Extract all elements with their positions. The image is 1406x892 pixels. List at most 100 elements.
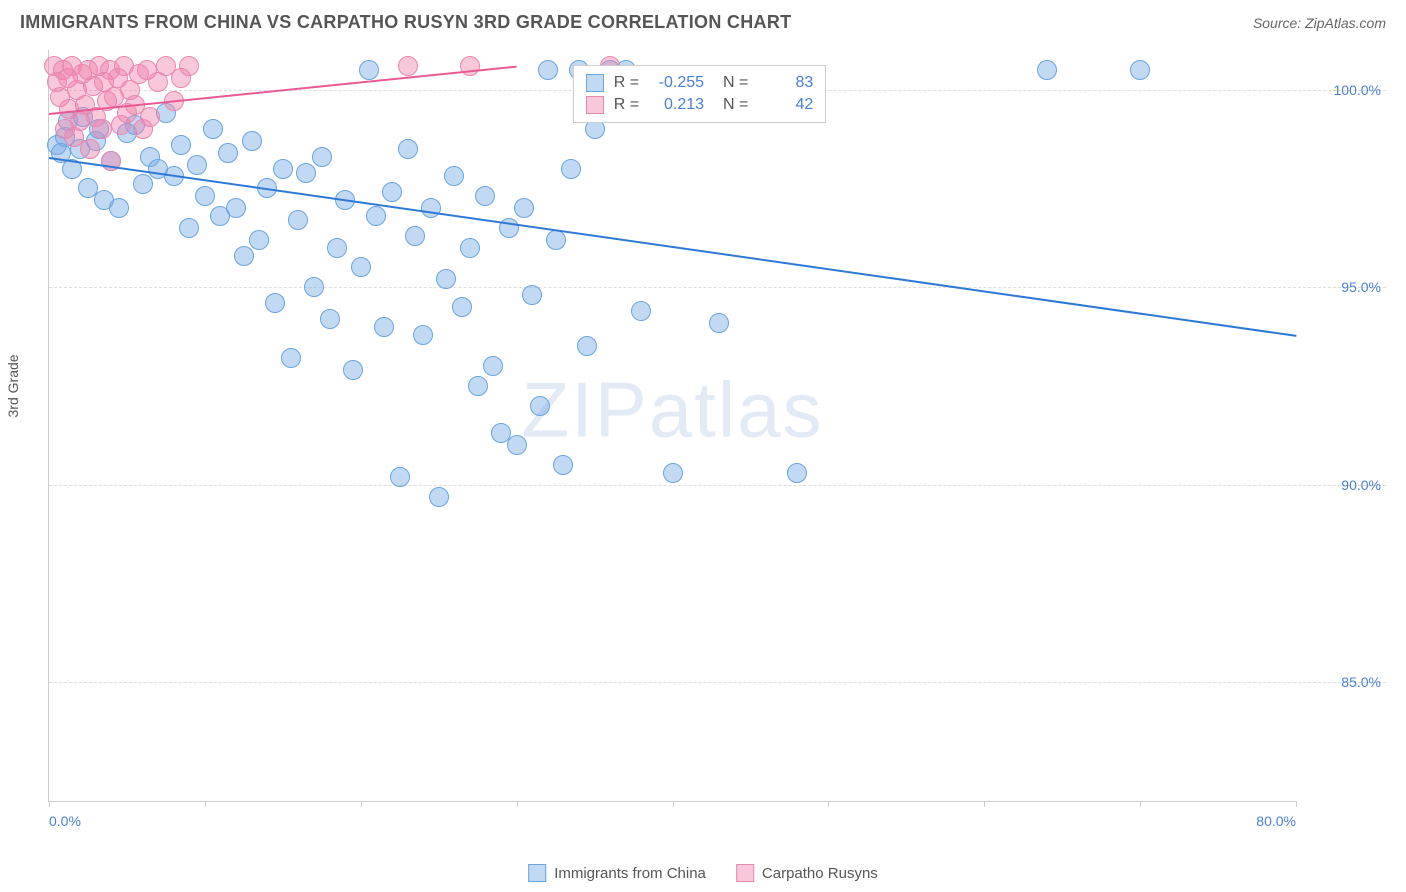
scatter-point bbox=[429, 487, 449, 507]
source-attribution: Source: ZipAtlas.com bbox=[1253, 15, 1386, 31]
x-tick bbox=[205, 801, 206, 807]
plot-area: ZIPatlas 85.0%90.0%95.0%100.0%0.0%80.0%R… bbox=[48, 50, 1296, 802]
legend-label: Immigrants from China bbox=[554, 865, 706, 882]
scatter-point bbox=[273, 159, 293, 179]
gridline bbox=[49, 287, 1386, 288]
scatter-point bbox=[452, 297, 472, 317]
scatter-point bbox=[436, 269, 456, 289]
scatter-point bbox=[444, 166, 464, 186]
legend-swatch bbox=[736, 864, 754, 882]
legend-label: Carpatho Rusyns bbox=[762, 865, 878, 882]
chart-title: IMMIGRANTS FROM CHINA VS CARPATHO RUSYN … bbox=[20, 12, 791, 33]
y-tick-label: 95.0% bbox=[1341, 279, 1381, 295]
stats-box: R = -0.255 N = 83 R = 0.213 N = 42 bbox=[573, 65, 827, 123]
stat-r-value: -0.255 bbox=[649, 74, 704, 92]
stat-n-label: N = bbox=[714, 74, 748, 92]
scatter-point bbox=[413, 325, 433, 345]
stat-r-label: R = bbox=[614, 96, 639, 114]
gridline bbox=[49, 682, 1386, 683]
scatter-point bbox=[1130, 60, 1150, 80]
scatter-point bbox=[631, 301, 651, 321]
scatter-point bbox=[663, 463, 683, 483]
scatter-point bbox=[343, 360, 363, 380]
x-tick bbox=[1140, 801, 1141, 807]
scatter-point bbox=[475, 186, 495, 206]
scatter-point bbox=[195, 186, 215, 206]
legend-item: Immigrants from China bbox=[528, 864, 706, 882]
scatter-point bbox=[522, 285, 542, 305]
stat-r-value: 0.213 bbox=[649, 96, 704, 114]
y-tick-label: 90.0% bbox=[1341, 477, 1381, 493]
scatter-point bbox=[709, 313, 729, 333]
stat-r-label: R = bbox=[614, 74, 639, 92]
trend-line bbox=[49, 157, 1296, 337]
scatter-point bbox=[249, 230, 269, 250]
legend-swatch bbox=[586, 96, 604, 114]
scatter-point bbox=[351, 257, 371, 277]
y-tick-label: 100.0% bbox=[1334, 82, 1381, 98]
watermark: ZIPatlas bbox=[521, 365, 823, 456]
scatter-point bbox=[468, 376, 488, 396]
x-tick bbox=[984, 801, 985, 807]
scatter-point bbox=[483, 356, 503, 376]
legend-swatch bbox=[586, 74, 604, 92]
scatter-point bbox=[203, 119, 223, 139]
scatter-point bbox=[366, 206, 386, 226]
legend-swatch bbox=[528, 864, 546, 882]
scatter-point bbox=[234, 246, 254, 266]
scatter-point bbox=[288, 210, 308, 230]
scatter-point bbox=[530, 396, 550, 416]
scatter-point bbox=[281, 348, 301, 368]
scatter-point bbox=[514, 198, 534, 218]
stat-n-value: 83 bbox=[758, 74, 813, 92]
bottom-legend: Immigrants from China Carpatho Rusyns bbox=[528, 864, 878, 882]
scatter-point bbox=[304, 277, 324, 297]
scatter-point bbox=[405, 226, 425, 246]
scatter-point bbox=[92, 119, 112, 139]
scatter-point bbox=[80, 139, 100, 159]
stat-n-value: 42 bbox=[758, 96, 813, 114]
scatter-point bbox=[179, 218, 199, 238]
scatter-point bbox=[109, 198, 129, 218]
scatter-point bbox=[382, 182, 402, 202]
scatter-point bbox=[320, 309, 340, 329]
scatter-point bbox=[553, 455, 573, 475]
scatter-point bbox=[133, 174, 153, 194]
scatter-point bbox=[507, 435, 527, 455]
y-axis-label: 3rd Grade bbox=[5, 354, 21, 417]
scatter-point bbox=[374, 317, 394, 337]
scatter-point bbox=[312, 147, 332, 167]
scatter-point bbox=[546, 230, 566, 250]
scatter-point bbox=[561, 159, 581, 179]
scatter-point bbox=[460, 238, 480, 258]
scatter-point bbox=[187, 155, 207, 175]
scatter-point bbox=[218, 143, 238, 163]
x-tick-label: 0.0% bbox=[49, 813, 81, 829]
scatter-point bbox=[179, 56, 199, 76]
scatter-point bbox=[359, 60, 379, 80]
scatter-point bbox=[226, 198, 246, 218]
stats-row: R = 0.213 N = 42 bbox=[586, 94, 814, 116]
scatter-point bbox=[327, 238, 347, 258]
stats-row: R = -0.255 N = 83 bbox=[586, 72, 814, 94]
scatter-point bbox=[1037, 60, 1057, 80]
x-tick bbox=[361, 801, 362, 807]
x-tick bbox=[828, 801, 829, 807]
scatter-point bbox=[296, 163, 316, 183]
scatter-point bbox=[390, 467, 410, 487]
scatter-point bbox=[577, 336, 597, 356]
scatter-point bbox=[265, 293, 285, 313]
scatter-point bbox=[171, 135, 191, 155]
x-tick bbox=[49, 801, 50, 807]
y-tick-label: 85.0% bbox=[1341, 674, 1381, 690]
scatter-point bbox=[421, 198, 441, 218]
scatter-point bbox=[538, 60, 558, 80]
chart-container: 3rd Grade ZIPatlas 85.0%90.0%95.0%100.0%… bbox=[48, 50, 1386, 832]
x-tick bbox=[1296, 801, 1297, 807]
scatter-point bbox=[787, 463, 807, 483]
stat-n-label: N = bbox=[714, 96, 748, 114]
scatter-point bbox=[398, 56, 418, 76]
x-tick-label: 80.0% bbox=[1256, 813, 1296, 829]
legend-item: Carpatho Rusyns bbox=[736, 864, 878, 882]
scatter-point bbox=[398, 139, 418, 159]
